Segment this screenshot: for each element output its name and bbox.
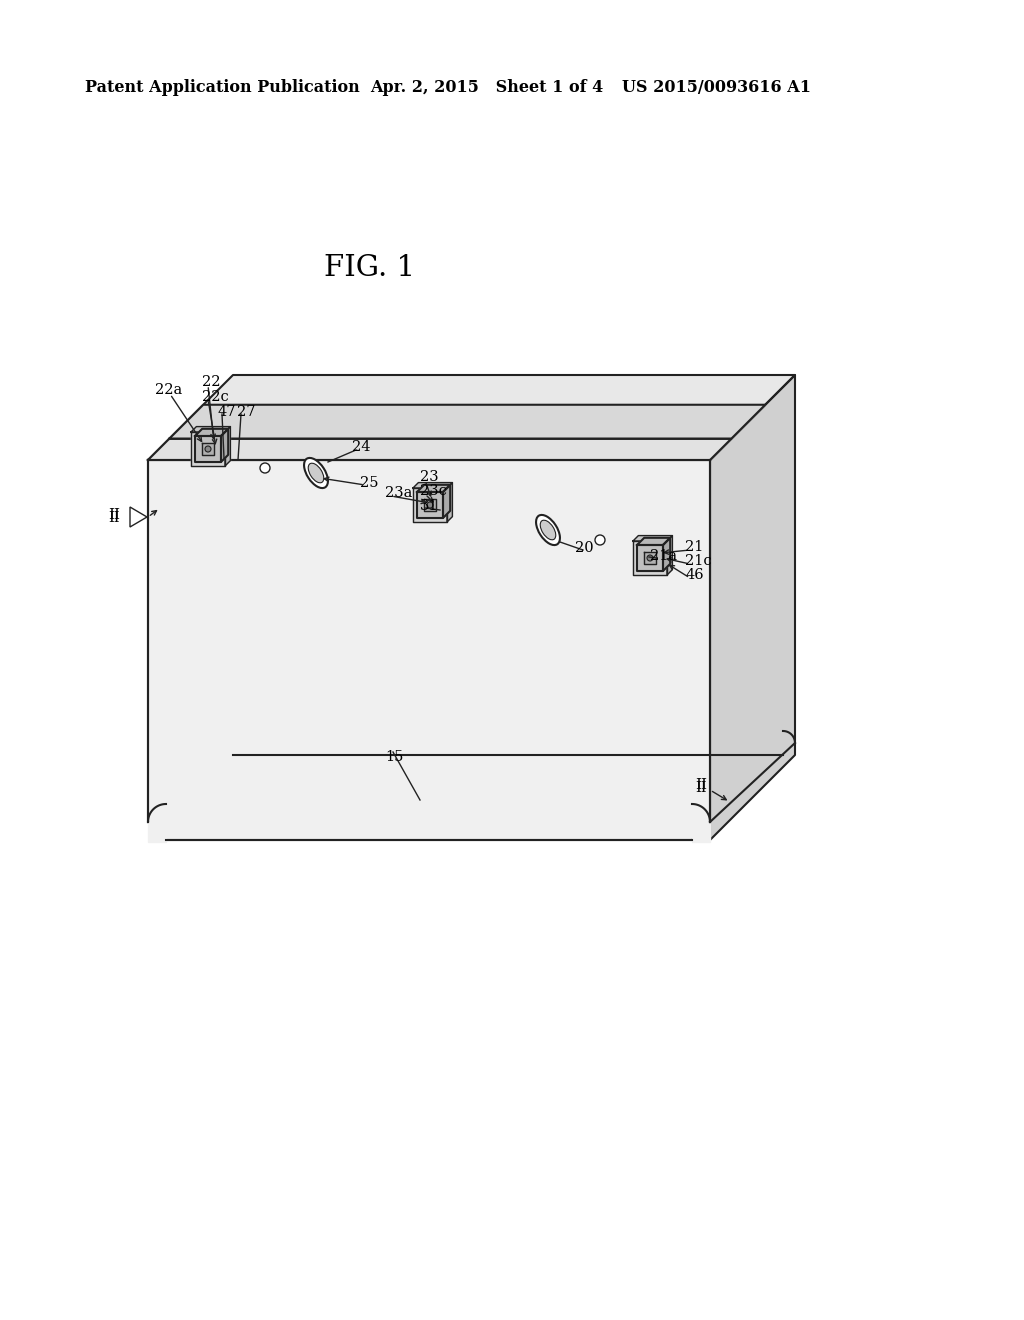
Text: II: II xyxy=(108,511,120,525)
Polygon shape xyxy=(710,375,795,840)
Text: 31: 31 xyxy=(420,499,438,513)
Text: 25: 25 xyxy=(360,477,379,490)
Text: 27: 27 xyxy=(237,405,256,418)
Polygon shape xyxy=(644,552,656,564)
Text: 22c: 22c xyxy=(202,389,228,404)
Polygon shape xyxy=(225,426,230,466)
Polygon shape xyxy=(148,459,710,840)
Circle shape xyxy=(647,554,653,561)
Polygon shape xyxy=(667,536,673,576)
Text: 15: 15 xyxy=(385,750,403,764)
Text: 21c: 21c xyxy=(685,554,712,568)
Text: 21: 21 xyxy=(685,540,703,554)
Text: II: II xyxy=(108,508,120,521)
Text: Patent Application Publication: Patent Application Publication xyxy=(85,79,359,96)
Polygon shape xyxy=(191,432,225,466)
Text: 22: 22 xyxy=(202,375,220,389)
Text: 23: 23 xyxy=(420,470,438,484)
Polygon shape xyxy=(148,375,795,459)
Polygon shape xyxy=(148,822,166,842)
Polygon shape xyxy=(413,483,453,488)
Text: 23a: 23a xyxy=(385,486,413,500)
Ellipse shape xyxy=(308,463,324,483)
Polygon shape xyxy=(191,426,230,432)
Polygon shape xyxy=(413,488,447,521)
Polygon shape xyxy=(692,822,710,842)
Polygon shape xyxy=(424,499,436,511)
Polygon shape xyxy=(195,436,221,462)
Polygon shape xyxy=(443,484,451,517)
Text: 21a: 21a xyxy=(650,549,677,564)
Text: 46: 46 xyxy=(685,568,703,582)
Polygon shape xyxy=(633,536,673,541)
Text: Apr. 2, 2015   Sheet 1 of 4: Apr. 2, 2015 Sheet 1 of 4 xyxy=(370,79,603,96)
Polygon shape xyxy=(637,537,670,545)
Polygon shape xyxy=(637,545,663,572)
Circle shape xyxy=(595,535,605,545)
Ellipse shape xyxy=(304,458,328,488)
Ellipse shape xyxy=(536,515,560,545)
Circle shape xyxy=(427,502,433,508)
Text: 22a: 22a xyxy=(155,383,182,397)
Polygon shape xyxy=(148,438,731,459)
Polygon shape xyxy=(417,492,443,517)
Text: 23c: 23c xyxy=(420,484,446,498)
Polygon shape xyxy=(169,405,765,438)
Polygon shape xyxy=(447,483,453,521)
Polygon shape xyxy=(633,541,667,576)
Text: US 2015/0093616 A1: US 2015/0093616 A1 xyxy=(622,79,811,96)
Polygon shape xyxy=(417,484,451,492)
Circle shape xyxy=(205,446,211,451)
Text: FIG. 1: FIG. 1 xyxy=(325,253,416,282)
Text: 20: 20 xyxy=(575,541,594,554)
Polygon shape xyxy=(195,429,228,436)
Polygon shape xyxy=(202,444,214,455)
Ellipse shape xyxy=(541,520,556,540)
Text: II: II xyxy=(695,777,707,792)
Text: 24: 24 xyxy=(352,440,371,454)
Polygon shape xyxy=(221,429,228,462)
Polygon shape xyxy=(663,537,670,572)
Circle shape xyxy=(260,463,270,473)
Text: II: II xyxy=(695,781,707,795)
Text: 47: 47 xyxy=(218,405,237,418)
